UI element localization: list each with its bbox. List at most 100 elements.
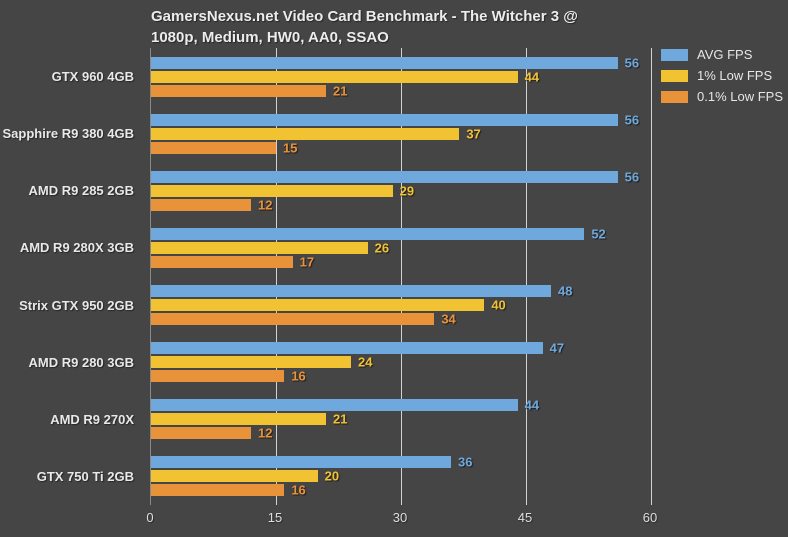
bar-row: 47 <box>151 341 651 356</box>
bar-value-label: 24 <box>358 354 373 370</box>
bar-group-sapphire-r9-380-4gb: 56 37 15 <box>151 105 651 162</box>
bar-row: 40 <box>151 298 651 313</box>
bar-1-low-fps: 24 <box>151 355 372 370</box>
bar-row: 16 <box>151 369 651 384</box>
bar-0-1-low-fps: 16 <box>151 483 306 498</box>
xtick-label-15: 15 <box>267 510 283 525</box>
bar-row: 48 <box>151 284 651 299</box>
bar-0-1-low-fps: 16 <box>151 369 306 384</box>
bar-1-low-fps: 40 <box>151 298 506 313</box>
bar-group-gtx-960-4gb: 56 44 21 <box>151 48 651 105</box>
bar-row: 56 <box>151 169 651 184</box>
bar-value-label: 15 <box>283 140 298 156</box>
bar-group-amd-r9-270x: 44 21 12 <box>151 391 651 448</box>
bar-1-low-fps: 44 <box>151 69 539 84</box>
legend-item-3: 0.1% Low FPS <box>661 86 783 107</box>
bar-avg-fps: 48 <box>151 284 572 299</box>
bar-value-label: 26 <box>374 240 390 256</box>
chart-title-line2: 1080p, Medium, HW0, AA0, SSAO <box>151 29 389 46</box>
bar-1-low-fps: 29 <box>151 183 414 198</box>
gridline-30 <box>401 48 402 505</box>
bar-avg-fps: 52 <box>151 226 606 241</box>
bar-row: 34 <box>151 312 651 327</box>
bar-value-label: 56 <box>624 55 640 71</box>
bar-avg-fps: 36 <box>151 455 472 470</box>
bar-0-1-low-fps: 34 <box>151 312 456 327</box>
bar-value-label: 16 <box>291 368 306 384</box>
bar-value-label: 44 <box>524 69 540 85</box>
bar-group-strix-gtx-950-2gb: 48 40 34 <box>151 277 651 334</box>
bar-1-low-fps: 20 <box>151 469 339 484</box>
xtick-label-45: 45 <box>517 510 533 525</box>
bar-group-amd-r9-285-2gb: 56 29 12 <box>151 162 651 219</box>
bar-group-gtx-750-ti-2gb: 36 20 16 <box>151 448 651 505</box>
bar-row: 20 <box>151 469 651 484</box>
bar-row: 12 <box>151 197 651 212</box>
bar-row: 44 <box>151 69 651 84</box>
bar-value-label: 17 <box>299 254 315 270</box>
category-label: GTX 960 4GB <box>51 69 134 85</box>
category-label: Sapphire R9 380 4GB <box>2 126 135 142</box>
bar-row: 56 <box>151 55 651 70</box>
bar-0-1-low-fps: 12 <box>151 426 272 441</box>
bar-value-label: 56 <box>624 169 640 185</box>
category-label: GTX 750 Ti 2GB <box>36 468 134 484</box>
bar-0-1-low-fps: 12 <box>151 197 272 212</box>
bar-value-label: 48 <box>558 283 573 299</box>
legend-swatch-icon <box>661 90 688 103</box>
bar-1-low-fps: 21 <box>151 412 347 427</box>
bar-value-label: 16 <box>291 482 306 498</box>
bar-value-label: 47 <box>549 340 565 356</box>
bar-row: 16 <box>151 483 651 498</box>
legend-swatch-icon <box>661 69 688 82</box>
xtick-label-30: 30 <box>392 510 408 525</box>
legend-item-2: 1% Low FPS <box>661 65 783 86</box>
category-label: AMD R9 280 3GB <box>28 354 134 370</box>
bar-value-label: 52 <box>591 226 606 242</box>
plot-area: 56 44 21 56 37 15 56 29 12 52 26 17 48 40 34 47 24 16 44 21… <box>150 48 652 505</box>
gridline-45 <box>526 48 527 505</box>
legend-label: AVG FPS <box>697 47 753 62</box>
chart-title: GamersNexus.net Video Card Benchmark - T… <box>151 6 578 48</box>
bar-row: 21 <box>151 83 651 98</box>
category-label: AMD R9 280X 3GB <box>19 240 134 256</box>
bar-avg-fps: 56 <box>151 55 639 70</box>
bar-row: 24 <box>151 355 651 370</box>
bar-group-amd-r9-280x-3gb: 52 26 17 <box>151 219 651 276</box>
bar-row: 15 <box>151 140 651 155</box>
bar-avg-fps: 47 <box>151 341 564 356</box>
value-axis: 0 15 30 45 60 <box>0 510 788 530</box>
bar-1-low-fps: 37 <box>151 126 481 141</box>
bar-1-low-fps: 26 <box>151 240 389 255</box>
legend-label: 1% Low FPS <box>697 68 773 83</box>
bar-avg-fps: 44 <box>151 398 539 413</box>
bar-0-1-low-fps: 15 <box>151 140 297 155</box>
bar-row: 37 <box>151 126 651 141</box>
legend-swatch-icon <box>661 48 688 61</box>
chart-title-line1: GamersNexus.net Video Card Benchmark - T… <box>151 8 578 25</box>
legend: AVG FPS 1% Low FPS 0.1% Low FPS <box>661 44 783 107</box>
bar-row: 17 <box>151 254 651 269</box>
bar-value-label: 36 <box>458 454 473 470</box>
bar-0-1-low-fps: 17 <box>151 254 314 269</box>
bar-value-label: 40 <box>491 297 506 313</box>
bar-row: 44 <box>151 398 651 413</box>
bar-row: 29 <box>151 183 651 198</box>
bar-value-label: 20 <box>324 468 340 484</box>
bar-row: 12 <box>151 426 651 441</box>
bar-group-amd-r9-280-3gb: 47 24 16 <box>151 334 651 391</box>
legend-item-1: AVG FPS <box>661 44 783 65</box>
bar-row: 21 <box>151 412 651 427</box>
bar-0-1-low-fps: 21 <box>151 83 347 98</box>
bar-value-label: 12 <box>258 197 273 213</box>
bar-value-label: 44 <box>524 397 540 413</box>
bar-value-label: 29 <box>399 183 415 199</box>
bar-value-label: 21 <box>333 411 348 427</box>
bar-avg-fps: 56 <box>151 169 639 184</box>
bar-value-label: 21 <box>333 83 348 99</box>
xtick-label-0: 0 <box>146 510 154 525</box>
legend-label: 0.1% Low FPS <box>697 89 783 104</box>
category-label: Strix GTX 950 2GB <box>19 297 134 313</box>
category-label: AMD R9 285 2GB <box>28 183 134 199</box>
bar-row: 36 <box>151 455 651 470</box>
